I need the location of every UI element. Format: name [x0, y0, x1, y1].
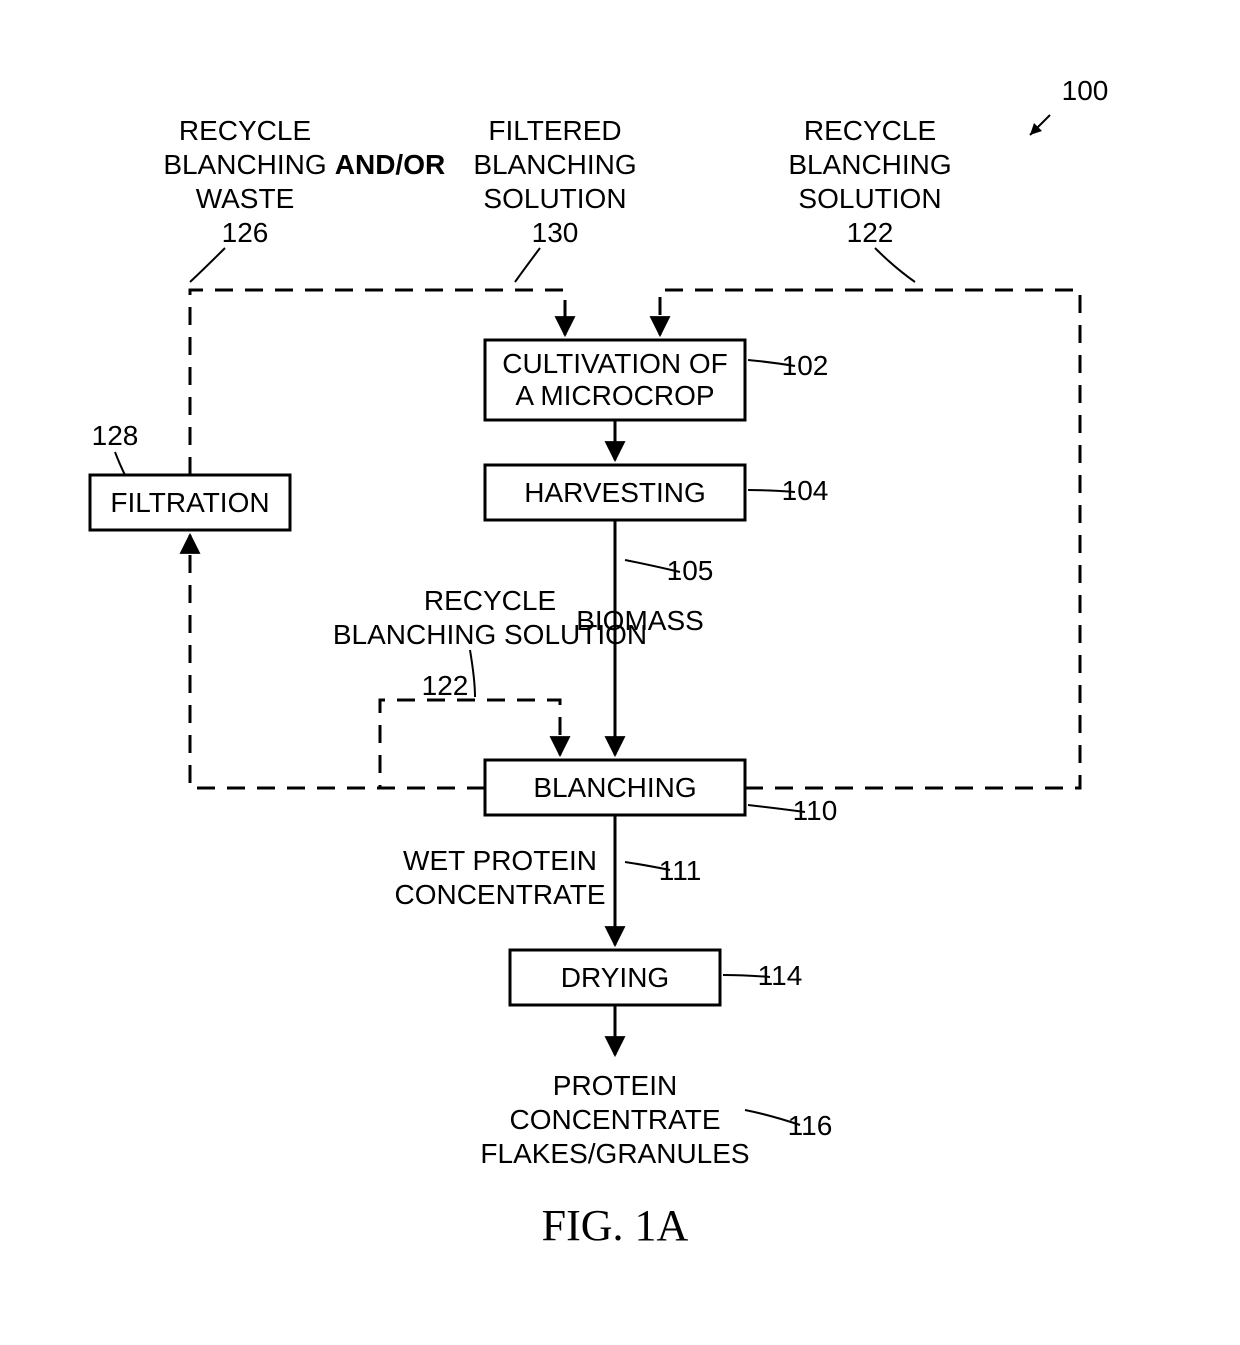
figure-caption: FIG. 1A — [542, 1201, 689, 1250]
top-right-label-l1: RECYCLE — [804, 115, 936, 146]
andor-label: AND/OR — [335, 149, 445, 180]
top-right-ref: 122 — [847, 217, 894, 248]
top-right-label-l3: SOLUTION — [798, 183, 941, 214]
final-l3: FLAKES/GRANULES — [480, 1138, 749, 1169]
leader-inner-122 — [470, 650, 475, 697]
flowchart-figure: RECYCLE BLANCHING WASTE 126 AND/OR FILTE… — [0, 0, 1240, 1345]
harvesting-label: HARVESTING — [524, 477, 706, 508]
cultivation-l2: A MICROCROP — [515, 380, 714, 411]
final-l2: CONCENTRATE — [509, 1104, 720, 1135]
leader-122top — [875, 248, 915, 282]
blanching-label: BLANCHING — [533, 772, 696, 803]
leader-126 — [190, 248, 225, 282]
overall-ref: 100 — [1062, 75, 1109, 106]
top-right-label-l2: BLANCHING — [788, 149, 951, 180]
leader-128 — [115, 452, 125, 475]
filtration-label: FILTRATION — [110, 487, 269, 518]
top-left-label-l3: WASTE — [196, 183, 295, 214]
final-ref: 116 — [788, 1110, 833, 1141]
top-mid-label-l2: BLANCHING — [473, 149, 636, 180]
ref-128: 128 — [92, 420, 139, 451]
leader-130 — [515, 248, 540, 282]
inner-recycle-l1: RECYCLE — [424, 585, 556, 616]
top-left-label-l1: RECYCLE — [179, 115, 311, 146]
top-left-label-l2: BLANCHING — [163, 149, 326, 180]
inner-recycle-ref: 122 — [422, 670, 469, 701]
drying-label: DRYING — [561, 962, 669, 993]
ref-114: 114 — [758, 960, 803, 991]
top-mid-ref: 130 — [532, 217, 579, 248]
top-mid-label-l1: FILTERED — [488, 115, 621, 146]
top-left-ref: 126 — [222, 217, 269, 248]
wetprot-l1: WET PROTEIN — [403, 845, 597, 876]
wetprot-l2: CONCENTRATE — [394, 879, 605, 910]
final-l1: PROTEIN — [553, 1070, 677, 1101]
top-mid-label-l3: SOLUTION — [483, 183, 626, 214]
ref-104: 104 — [782, 475, 829, 506]
cultivation-l1: CULTIVATION OF — [502, 348, 728, 379]
biomass-text: BIOMASS — [576, 605, 704, 636]
wetprot-ref: 111 — [659, 855, 702, 886]
dashed-blanching-to-filtration — [190, 535, 485, 788]
